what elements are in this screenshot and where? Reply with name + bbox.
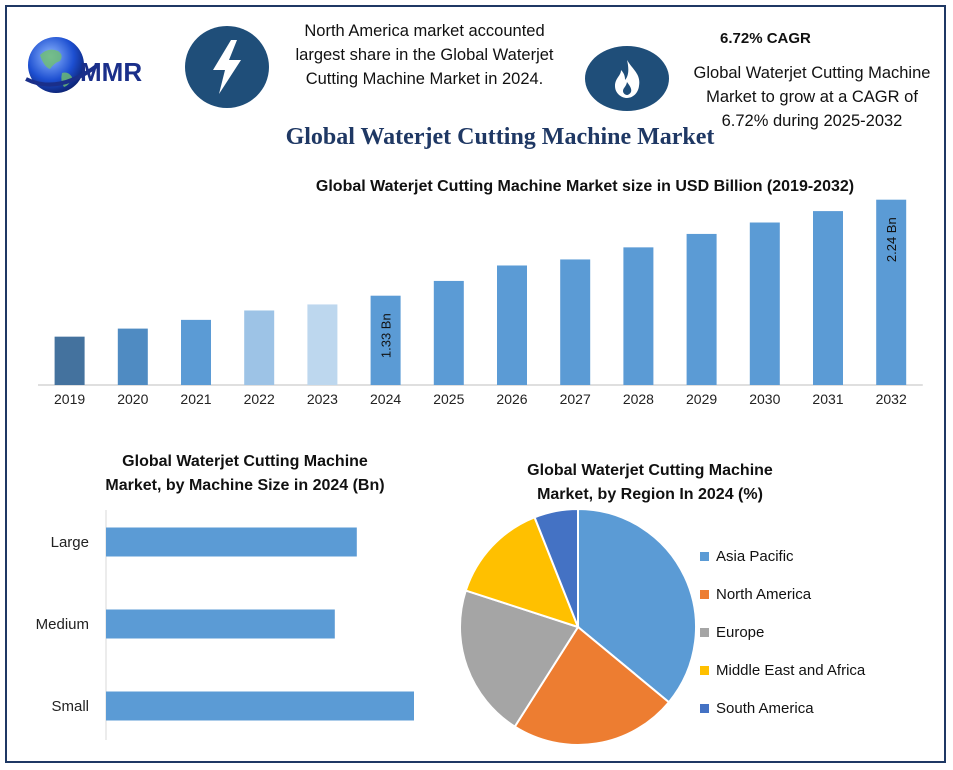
x-tick-label: 2022	[244, 391, 275, 407]
x-tick-label: 2024	[370, 391, 401, 407]
hbar-large	[106, 527, 357, 557]
main-title: Global Waterjet Cutting Machine Market	[285, 124, 715, 150]
x-tick-label: 2032	[876, 391, 907, 407]
cagr-title: 6.72% CAGR	[720, 30, 811, 47]
legend-swatch	[700, 703, 709, 713]
data-label: 1.33 Bn	[379, 313, 394, 358]
x-tick-label: 2031	[812, 391, 843, 407]
data-label: 2.24 Bn	[884, 217, 899, 262]
page-border	[5, 5, 946, 763]
bar-2027	[560, 259, 591, 385]
x-tick-label: 2021	[180, 391, 211, 407]
x-tick-label: 2028	[623, 391, 654, 407]
bar-2030	[749, 222, 780, 385]
region-chart-title: Global Waterjet Cutting Machine Market, …	[470, 459, 830, 507]
x-tick-label: 2019	[54, 391, 85, 407]
legend-item: South America	[700, 689, 865, 727]
svg-text:MMR: MMR	[80, 57, 142, 87]
cagr-note: Global Waterjet Cutting Machine Market t…	[693, 64, 931, 130]
bar-2026	[497, 265, 527, 385]
region-pie-chart	[459, 507, 697, 746]
legend-label: North America	[716, 585, 812, 603]
lightning-bolt-icon	[213, 40, 241, 94]
lightning-icon-badge	[185, 26, 269, 108]
pie-slice-europe	[459, 589, 580, 729]
bar-2022	[244, 310, 275, 385]
market-size-chart-title: Global Waterjet Cutting Machine Market s…	[315, 178, 855, 195]
bar-2031	[813, 211, 843, 385]
x-tick-label: 2030	[749, 391, 780, 407]
legend-label: Europe	[716, 623, 765, 641]
bar-2032	[876, 199, 907, 385]
machine-size-title-line1: Global Waterjet Cutting Machine	[122, 453, 368, 470]
x-tick-label: 2029	[686, 391, 717, 407]
legend-item: Asia Pacific	[700, 537, 865, 575]
hbar-medium	[106, 609, 335, 639]
pie-slice-asia-pacific	[577, 507, 697, 704]
flame-icon-badge	[585, 46, 669, 111]
machine-size-title-line2: Market, by Machine Size in 2024 (Bn)	[105, 477, 385, 494]
region-title-line1: Global Waterjet Cutting Machine	[527, 462, 773, 479]
x-tick-label: 2023	[307, 391, 338, 407]
bar-2020	[117, 328, 148, 385]
legend-label: Middle East and Africa	[716, 661, 866, 679]
y-tick-label: Small	[51, 698, 89, 715]
x-tick-label: 2027	[560, 391, 591, 407]
machine-size-hbar-chart: Large Medium Small	[36, 510, 414, 740]
x-tick-label: 2025	[433, 391, 464, 407]
legend-label: South America	[716, 699, 814, 717]
legend-item: Middle East and Africa	[700, 651, 865, 689]
x-tick-label: 2020	[117, 391, 148, 407]
legend-swatch	[700, 627, 709, 637]
y-tick-label: Medium	[36, 616, 89, 633]
hbar-small	[106, 691, 414, 721]
pie-slice-middle-east-and-africa	[464, 515, 580, 629]
bar-2029	[686, 233, 717, 385]
north-america-note: North America market accounted largest s…	[295, 22, 554, 88]
bar-2024	[370, 295, 401, 385]
y-tick-label: Large	[51, 534, 89, 551]
bar-2021	[181, 319, 211, 385]
legend-swatch	[700, 551, 709, 561]
market-size-bar-chart: 2019 2020 2021 2022 2023 2024 1.33 Bn 2025 2026 2…	[38, 199, 923, 407]
x-tick-label: 2026	[496, 391, 527, 407]
mmr-logo: MMR	[25, 37, 142, 93]
region-legend: Asia Pacific North America Europe Middle Ea…	[700, 537, 865, 727]
flame-icon	[615, 60, 640, 98]
bar-2023	[307, 304, 338, 385]
machine-size-chart-title: Global Waterjet Cutting Machine Market, …	[55, 450, 435, 498]
legend-item: Europe	[700, 613, 865, 651]
bar-2028	[623, 247, 654, 385]
region-title-line2: Market, by Region In 2024 (%)	[537, 486, 763, 503]
pie-slice-south-america	[533, 507, 579, 628]
legend-swatch	[700, 665, 709, 675]
legend-swatch	[700, 589, 709, 599]
pie-slice-north-america	[513, 625, 671, 746]
legend-item: North America	[700, 575, 865, 613]
bar-2019	[54, 336, 85, 385]
bar-2025	[433, 280, 464, 385]
legend-label: Asia Pacific	[716, 547, 794, 565]
